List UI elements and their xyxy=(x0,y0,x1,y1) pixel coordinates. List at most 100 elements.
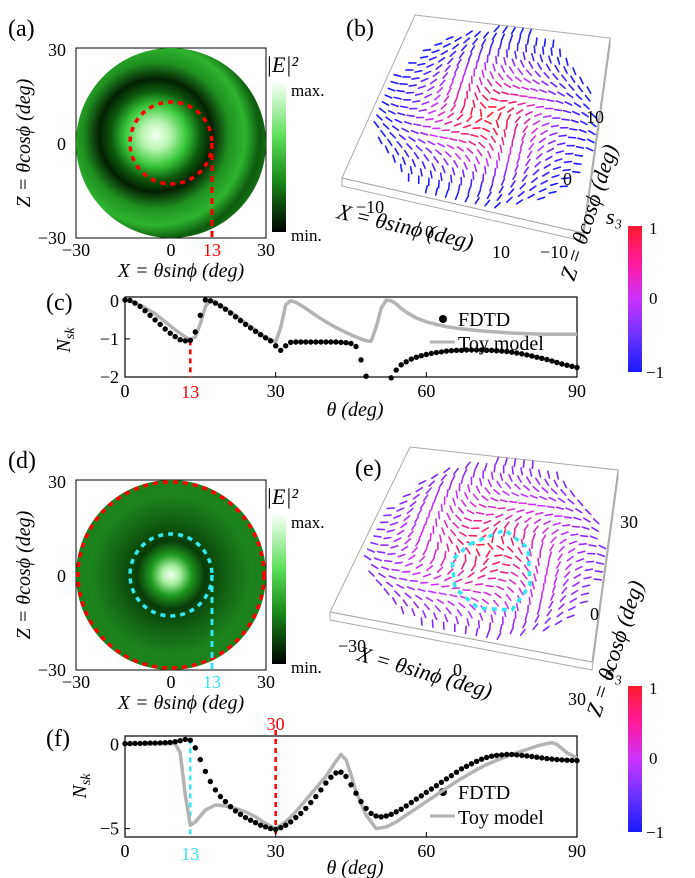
arrows-b-arrow xyxy=(577,137,586,141)
arrows-b-arrow xyxy=(394,118,403,124)
arrows-e-arrow xyxy=(534,477,541,486)
arrows-b-arrow xyxy=(477,53,481,62)
arrows-b-arrow xyxy=(543,163,552,169)
arrows-e-arrow xyxy=(580,592,590,596)
arrows-e-arrow xyxy=(474,462,480,471)
chart-f-fdtd-point xyxy=(237,811,244,817)
arrows-e-arrow xyxy=(463,491,469,500)
arrows-e-arrow xyxy=(411,608,416,617)
arrows-e-arrow xyxy=(557,553,563,561)
arrows-e-arrow xyxy=(540,590,544,600)
arrows-e-arrow xyxy=(562,480,568,489)
arrows-b-arrow xyxy=(431,163,436,172)
arrows-b-arrow xyxy=(447,112,455,119)
arrows-e-arrow xyxy=(400,522,408,529)
chart-c-marker-label-0: 13 xyxy=(181,382,199,402)
arrows-e-arrow xyxy=(506,546,514,553)
intensity-map-a: 30 0 −30 −30 0 30 13 X = θsinϕ (deg) Z =… xyxy=(13,40,275,282)
arrows-b-arrow xyxy=(579,120,588,126)
arrows-b-arrow xyxy=(492,89,501,95)
arrows-e-arrow xyxy=(373,557,383,562)
box-b-bottom xyxy=(341,37,611,242)
arrows-b-arrow xyxy=(529,185,537,191)
arrows-e-arrow xyxy=(467,572,475,578)
arrows-b-arrow xyxy=(441,165,446,174)
arrows-e-arrow xyxy=(537,469,542,478)
arrows-e-arrow xyxy=(465,546,471,555)
arrows-b-arrow xyxy=(498,185,504,194)
arrows-e-arrow xyxy=(554,568,560,578)
chart-c-fdtd-point xyxy=(273,343,279,349)
arrows-e-arrow xyxy=(383,536,392,540)
arrows-b-arrow xyxy=(559,82,566,90)
arrows-b-arrow xyxy=(528,61,534,69)
arrows-e-arrow xyxy=(475,627,479,637)
arrows-e-arrow xyxy=(532,525,539,533)
chart-f-fdtd-point xyxy=(222,798,229,805)
intensity-map-d: 30 0 −30 −30 0 30 13 X = θsinϕ (deg) Z =… xyxy=(13,472,275,714)
arrows-b-arrow xyxy=(389,132,397,139)
colorbar-b: s₃ 1 0 −1 xyxy=(606,204,664,382)
chart-c-fdtd-point xyxy=(207,298,214,304)
arrows-b-arrow xyxy=(466,115,473,123)
arrows-b-arrow xyxy=(427,140,436,146)
chart-f-fdtd-point xyxy=(192,745,198,751)
arrows-b-arrow xyxy=(475,60,478,70)
arrows-e-arrow xyxy=(430,583,440,586)
arrows-b-arrow xyxy=(533,113,543,117)
arrows-b-arrow xyxy=(472,171,475,180)
arrows-e-arrow xyxy=(447,568,454,575)
arrows-b-arrow xyxy=(563,160,573,164)
arrows-e-arrow xyxy=(501,563,511,567)
arrows-b-arrow xyxy=(539,54,544,63)
arrows-b-arrow xyxy=(519,95,528,98)
arrows-b-arrow xyxy=(437,56,446,63)
arrows-e-arrow xyxy=(393,590,401,597)
chart-c-fdtd-point xyxy=(403,359,409,365)
chart-c-fdtd-point xyxy=(504,348,510,355)
arrows-b-arrow xyxy=(573,162,582,165)
arrows-e-arrow xyxy=(460,561,466,570)
arrows-e-arrow xyxy=(496,545,505,551)
chart-f-x-tick-label: 0 xyxy=(121,841,130,861)
arrows-e-arrow xyxy=(489,569,499,573)
colorbar-d: |E|² max. min. xyxy=(266,484,325,677)
arrows-b-arrow xyxy=(480,134,488,141)
arrows-b-arrow xyxy=(503,82,512,89)
arrows-b-arrow xyxy=(523,118,531,125)
chart-f-fdtd-point xyxy=(509,751,515,758)
arrows-e-arrow xyxy=(417,588,426,592)
colorbar-a-max: max. xyxy=(291,81,325,100)
arrows-e-arrow xyxy=(440,558,446,567)
chart-c-fdtd-point xyxy=(313,339,319,345)
chart-f-fdtd-point xyxy=(488,753,495,759)
arrows-e-arrow xyxy=(406,507,414,515)
arrows-e-arrow xyxy=(514,555,522,562)
arrows-e-arrow xyxy=(491,561,501,566)
arrows-b-arrow xyxy=(479,102,487,109)
arrows-b-arrow xyxy=(422,48,432,52)
arrows-b-arrow xyxy=(584,94,591,102)
chart-c-fdtd-point xyxy=(318,339,324,345)
arrows-b-arrow xyxy=(570,119,579,124)
arrows-b-arrow xyxy=(554,158,563,162)
arrows-b-arrow xyxy=(491,175,495,184)
arrows-b-arrow xyxy=(460,105,465,114)
arrows-b-arrow xyxy=(517,102,526,106)
chart-c-fdtd-point xyxy=(473,347,480,353)
arrows-e-arrow xyxy=(415,594,423,601)
arrows-e-arrow xyxy=(566,555,574,562)
arrows-e-arrow xyxy=(544,478,550,487)
arrows-b-arrow xyxy=(486,191,492,200)
arrows-e-arrow xyxy=(524,612,528,622)
arrows-b-arrow xyxy=(390,80,399,85)
arrows-e-arrow xyxy=(521,572,528,580)
arrows-b-arrow xyxy=(456,146,465,152)
panel-label-c: (c) xyxy=(46,290,73,316)
arrows-e-arrow xyxy=(425,540,430,549)
arrows-e-arrow xyxy=(512,529,516,539)
arrows-e-arrow xyxy=(412,571,421,576)
arrows-b-arrow xyxy=(541,80,549,86)
arrows-b-arrow xyxy=(555,100,564,104)
chart-f-fdtd-point xyxy=(393,809,399,815)
